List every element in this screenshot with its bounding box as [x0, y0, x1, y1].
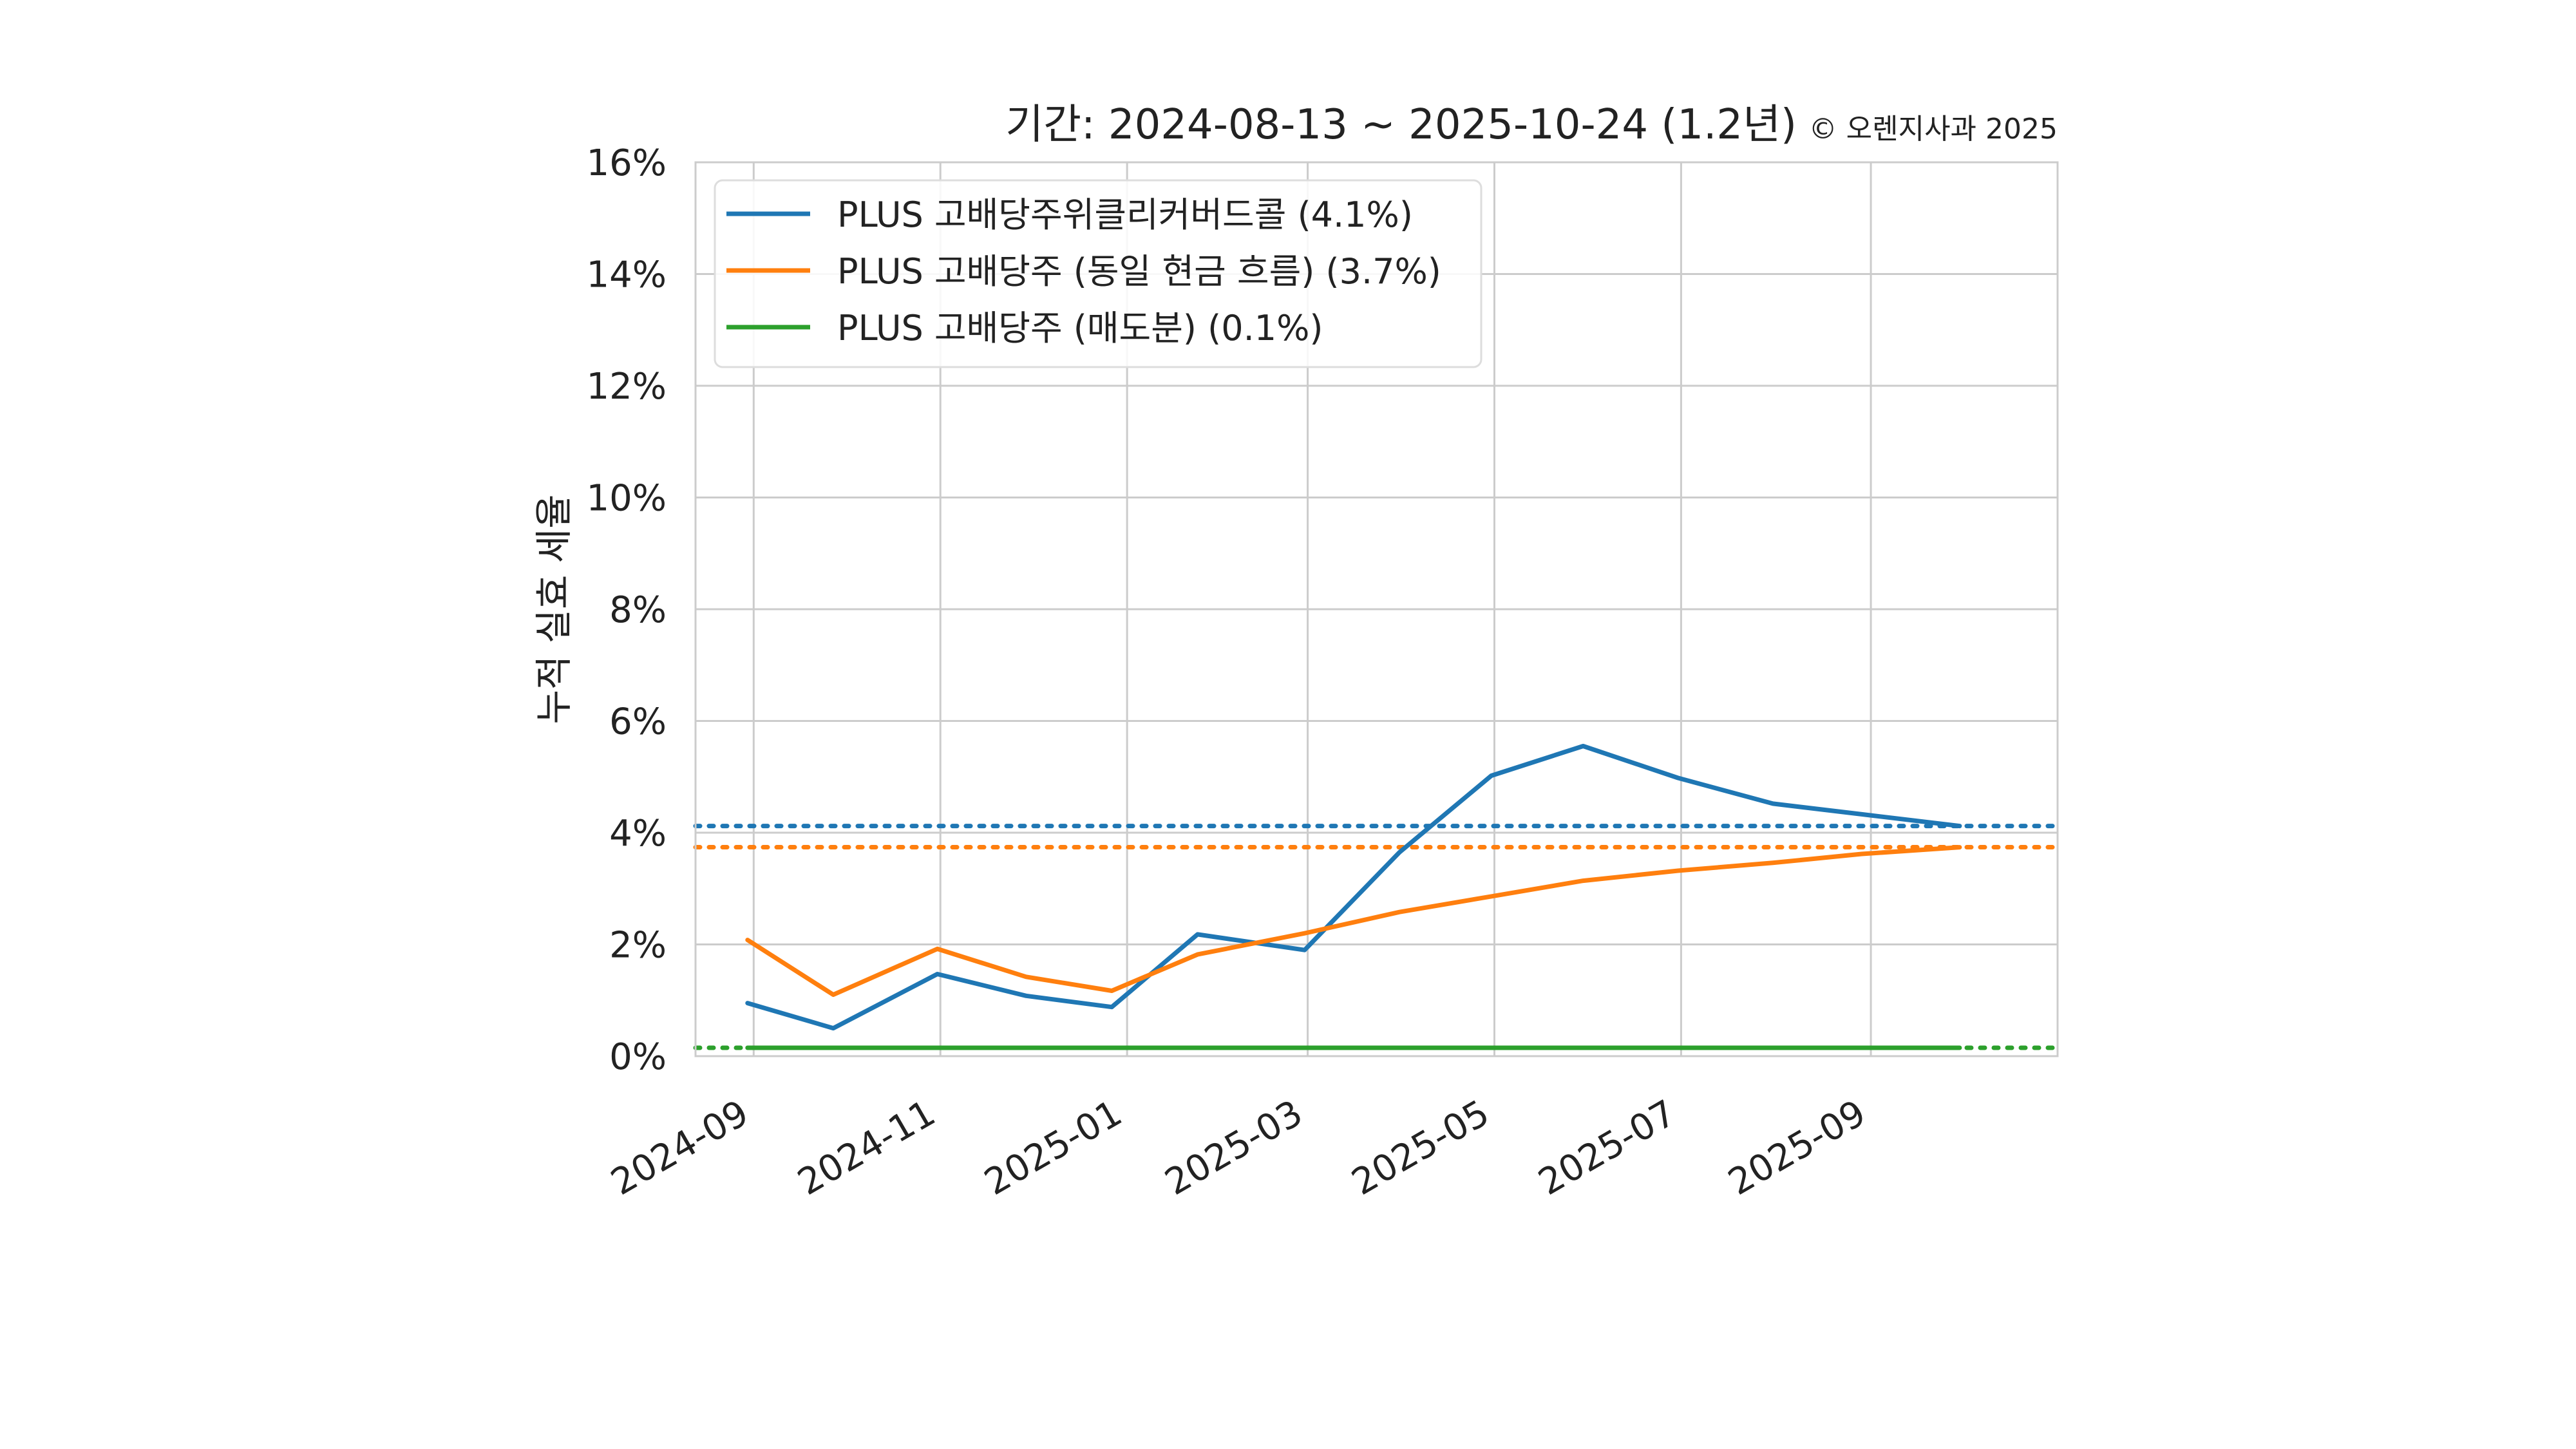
legend-label-2: PLUS 고배당주 (동일 현금 흐름) (3.7%) [837, 251, 1441, 292]
y-tick-label: 12% [587, 366, 667, 408]
legend-label-3: PLUS 고배당주 (매도분) (0.1%) [837, 308, 1323, 348]
y-tick-label: 0% [609, 1036, 667, 1078]
y-tick-labels: 0% 2% 4% 6% 8% 10% 12% 14% 16% [587, 142, 667, 1078]
legend-box [714, 179, 1482, 368]
y-tick-label: 6% [609, 701, 667, 743]
legend-label-1: PLUS 고배당주위클리커버드콜 (4.1%) [837, 194, 1413, 235]
legend: PLUS 고배당주위클리커버드콜 (4.1%) PLUS 고배당주 (동일 현금 … [714, 179, 1482, 368]
y-tick-label: 4% [609, 813, 667, 855]
y-tick-label: 8% [609, 589, 667, 631]
y-axis-label: 누적 실효 세율 [532, 494, 576, 724]
y-tick-label: 16% [587, 142, 667, 184]
copyright-text: © 오렌지사과 2025 [1809, 113, 2058, 146]
series-line-2 [745, 845, 1962, 998]
series-lines [745, 744, 1962, 1050]
y-tick-label: 2% [609, 925, 667, 967]
series-line-1 [745, 744, 1962, 1031]
chart-title: 기간: 2024-08-13 ~ 2025-10-24 (1.2년) [1005, 101, 1797, 149]
y-tick-label: 14% [587, 254, 667, 296]
plot-frame [694, 161, 2059, 1057]
y-tick-label: 10% [587, 478, 667, 520]
